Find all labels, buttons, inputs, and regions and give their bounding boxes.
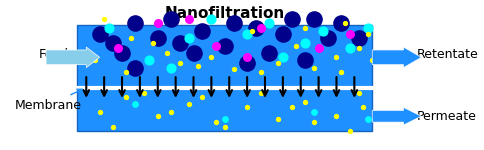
Point bbox=[212, 44, 219, 47]
FancyArrow shape bbox=[371, 107, 421, 125]
Point bbox=[278, 33, 286, 35]
Point bbox=[252, 27, 259, 29]
Point bbox=[118, 52, 126, 54]
Point bbox=[336, 22, 344, 25]
Text: Feed: Feed bbox=[38, 48, 68, 61]
Point bbox=[265, 52, 273, 54]
Point bbox=[153, 115, 161, 117]
Point bbox=[314, 47, 322, 50]
Point bbox=[91, 59, 99, 61]
Point bbox=[176, 41, 183, 44]
Point bbox=[145, 59, 152, 61]
Point bbox=[122, 96, 130, 98]
Point bbox=[310, 18, 318, 20]
Point bbox=[336, 71, 344, 73]
Point bbox=[153, 37, 161, 39]
Point bbox=[109, 125, 117, 128]
Point bbox=[96, 111, 104, 113]
Point bbox=[220, 125, 228, 128]
Point bbox=[274, 118, 282, 120]
Point bbox=[167, 66, 175, 69]
Point bbox=[207, 56, 215, 58]
Point bbox=[256, 71, 264, 73]
Point bbox=[359, 106, 366, 109]
FancyArrow shape bbox=[46, 47, 100, 68]
Point bbox=[265, 22, 273, 25]
Point bbox=[176, 62, 183, 64]
Point bbox=[100, 18, 108, 20]
Point bbox=[345, 47, 353, 50]
Point bbox=[243, 62, 251, 64]
Point bbox=[363, 33, 371, 35]
Point bbox=[220, 118, 228, 120]
Text: Retentate: Retentate bbox=[416, 48, 478, 61]
Point bbox=[220, 44, 228, 47]
Point bbox=[310, 111, 318, 113]
Point bbox=[256, 27, 264, 29]
Text: Permeate: Permeate bbox=[416, 110, 476, 123]
Point bbox=[163, 52, 170, 54]
Point bbox=[310, 121, 318, 123]
Point bbox=[185, 103, 193, 106]
Point bbox=[354, 47, 362, 50]
Point bbox=[301, 27, 308, 29]
Point bbox=[127, 37, 135, 39]
Point bbox=[310, 66, 318, 69]
Point bbox=[167, 18, 175, 20]
Point bbox=[153, 22, 161, 25]
Point bbox=[301, 100, 308, 103]
Point bbox=[96, 33, 104, 35]
Point bbox=[122, 71, 130, 73]
Point bbox=[278, 56, 286, 58]
Point bbox=[189, 52, 197, 54]
Point bbox=[198, 30, 206, 32]
Point bbox=[207, 18, 215, 20]
Point bbox=[194, 65, 201, 67]
Text: Nanofiltration: Nanofiltration bbox=[164, 6, 284, 21]
Point bbox=[323, 37, 331, 39]
Point bbox=[229, 68, 237, 70]
Point bbox=[274, 62, 282, 64]
Point bbox=[140, 92, 148, 94]
Point bbox=[185, 18, 193, 20]
Point bbox=[301, 59, 308, 61]
Point bbox=[131, 103, 139, 106]
Point bbox=[167, 111, 175, 113]
Point bbox=[113, 47, 121, 50]
Point bbox=[332, 56, 340, 58]
Point bbox=[212, 121, 219, 123]
Point bbox=[318, 30, 326, 32]
Point bbox=[243, 33, 251, 35]
Point bbox=[149, 41, 157, 44]
Point bbox=[109, 41, 117, 44]
Point bbox=[341, 22, 348, 25]
Point bbox=[287, 106, 295, 109]
Point bbox=[243, 56, 251, 58]
Point bbox=[292, 44, 300, 47]
Point bbox=[243, 106, 251, 109]
Point bbox=[131, 66, 139, 69]
Point bbox=[345, 130, 353, 132]
FancyArrow shape bbox=[371, 47, 421, 68]
Point bbox=[198, 96, 206, 98]
Point bbox=[131, 22, 139, 25]
Point bbox=[345, 33, 353, 35]
Point bbox=[229, 22, 237, 25]
Point bbox=[256, 92, 264, 94]
Point bbox=[367, 59, 375, 61]
Point bbox=[287, 18, 295, 20]
Point bbox=[185, 37, 193, 39]
Point bbox=[301, 41, 308, 44]
FancyBboxPatch shape bbox=[77, 25, 371, 131]
Point bbox=[363, 118, 371, 120]
Point bbox=[354, 37, 362, 39]
Point bbox=[105, 27, 112, 29]
Point bbox=[332, 115, 340, 117]
Point bbox=[247, 30, 255, 32]
Point bbox=[363, 27, 371, 29]
Point bbox=[354, 92, 362, 94]
Text: Membrane: Membrane bbox=[15, 89, 82, 112]
